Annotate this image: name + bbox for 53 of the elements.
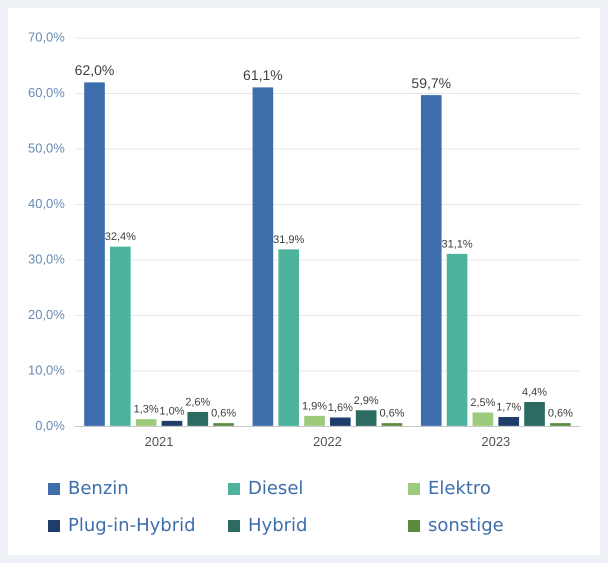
bar [330, 418, 351, 426]
data-label: 2,6% [185, 396, 211, 409]
bar [136, 419, 156, 426]
data-label: 1,6% [328, 402, 354, 414]
bar [187, 412, 208, 426]
y-tick-label: 30,0% [28, 252, 66, 267]
bar [550, 423, 571, 426]
data-label: 32,4% [104, 231, 136, 244]
bar [356, 410, 376, 426]
bar [304, 416, 325, 426]
data-label: 61,1% [243, 67, 283, 84]
legend-label: sonstige [428, 515, 504, 536]
bar [278, 249, 300, 426]
bar [213, 423, 234, 426]
y-tick-label: 50,0% [28, 140, 66, 156]
legend-label: Benzin [68, 478, 129, 499]
bar [446, 254, 468, 426]
y-tick-label: 60,0% [28, 85, 66, 100]
x-tick-label: 2022 [312, 434, 342, 449]
data-label: 2,5% [470, 397, 496, 410]
bar [472, 412, 494, 426]
data-label: 59,7% [411, 75, 452, 92]
data-label: 62,0% [74, 62, 114, 78]
legend-label: Diesel [248, 478, 304, 499]
bar [524, 402, 545, 426]
bar [110, 246, 131, 426]
data-label: 31,1% [441, 238, 473, 250]
data-label: 1,0% [159, 405, 185, 418]
y-tick-label: 70,0% [28, 30, 66, 45]
data-label: 0,6% [211, 408, 236, 420]
legend-label: Hybrid [248, 515, 308, 536]
legend-label: Elektro [428, 478, 491, 499]
data-label: 1,7% [496, 402, 522, 414]
data-label: 0,6% [548, 408, 574, 420]
y-tick-label: 20,0% [28, 307, 66, 322]
legend-label: Plug-in-Hybrid [68, 515, 196, 536]
data-label: 0,6% [379, 408, 405, 420]
x-tick-label: 2023 [481, 434, 510, 449]
y-tick-label: 10,0% [28, 362, 66, 378]
data-label: 1,3% [134, 404, 159, 416]
bar [84, 82, 105, 426]
data-label: 1,9% [302, 400, 328, 412]
data-label: 4,4% [522, 386, 548, 399]
y-tick-label: 40,0% [28, 196, 66, 212]
bar [162, 420, 182, 426]
bar [420, 95, 442, 426]
data-label: 31,9% [273, 234, 305, 246]
x-tick-label: 2021 [144, 434, 174, 449]
y-tick-label: 0,0% [35, 418, 66, 433]
bar [382, 423, 402, 426]
data-label: 2,9% [354, 394, 379, 407]
bar [252, 87, 274, 426]
bar [498, 416, 520, 426]
